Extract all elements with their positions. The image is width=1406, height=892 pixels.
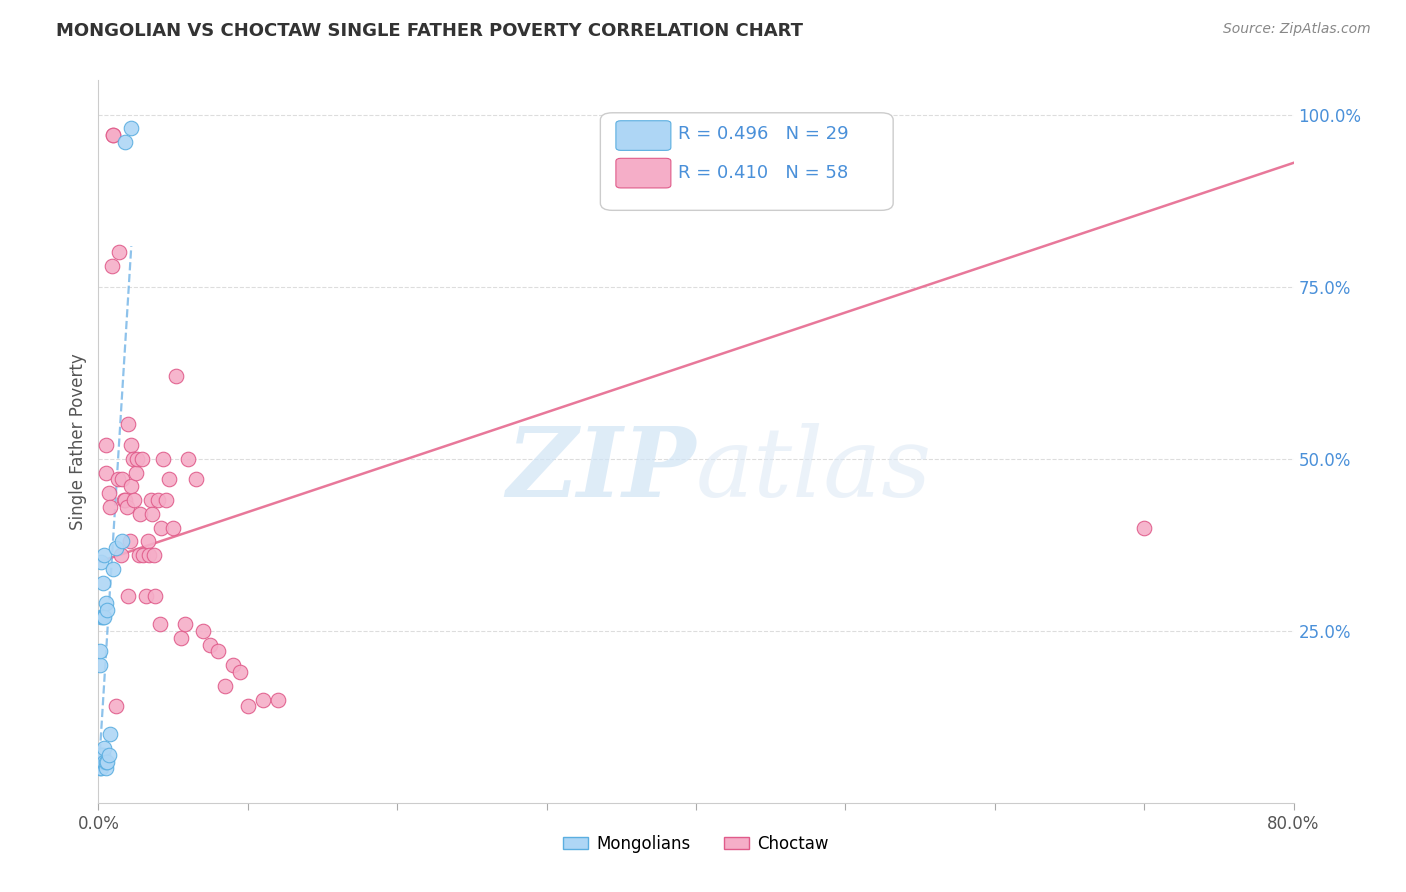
Text: ZIP: ZIP [506,424,696,517]
Point [89,644,111,658]
Point [91,747,114,762]
Point [93,610,115,624]
Point [252,692,274,706]
Point [236,699,259,714]
Point [114,135,136,149]
Point [162,520,184,534]
Point [93,755,115,769]
Point [143,590,166,604]
Point [129,507,152,521]
Point [115,500,138,514]
Point [184,472,207,486]
Point [132,548,155,562]
Point [127,451,149,466]
Point [165,369,187,384]
Point [155,493,177,508]
Point [112,493,135,508]
Point [138,548,160,562]
Point [101,259,124,273]
Point [103,562,125,576]
Point [207,644,229,658]
Text: atlas: atlas [696,424,932,517]
Point [91,575,114,590]
Legend: Mongolians, Choctaw: Mongolians, Choctaw [557,828,835,860]
Point [103,128,125,143]
Point [89,755,111,769]
Point [89,747,111,762]
Point [177,451,200,466]
Point [141,507,163,521]
Point [157,472,180,486]
Point [124,493,146,508]
Text: R = 0.496   N = 29: R = 0.496 N = 29 [678,126,849,144]
Point [135,590,157,604]
Point [94,438,117,452]
Point [125,466,148,480]
Point [111,472,134,486]
Point [131,451,153,466]
Point [97,486,120,500]
Point [150,520,173,534]
Point [96,603,118,617]
Point [120,121,142,136]
Point [214,679,236,693]
Point [90,555,112,569]
Point [96,755,118,769]
Point [90,761,112,775]
Point [139,493,162,508]
Point [114,493,136,508]
Point [152,451,174,466]
Point [111,534,134,549]
Point [93,548,115,562]
Point [94,761,117,775]
Point [229,665,252,679]
Point [128,548,150,562]
Text: Source: ZipAtlas.com: Source: ZipAtlas.com [1223,22,1371,37]
Point [149,616,172,631]
Point [120,479,142,493]
Point [118,534,141,549]
Point [94,596,117,610]
Point [120,438,142,452]
Point [1133,520,1156,534]
Point [98,727,122,741]
Point [117,590,139,604]
Point [222,658,245,673]
Point [117,417,139,432]
Point [142,548,165,562]
Point [107,472,129,486]
Point [94,466,117,480]
FancyBboxPatch shape [600,112,893,211]
FancyBboxPatch shape [616,158,671,188]
Point [90,747,112,762]
Point [110,548,132,562]
Point [169,631,191,645]
Point [98,500,122,514]
Point [93,740,115,755]
Point [267,692,290,706]
Point [103,128,125,143]
Point [105,541,128,556]
Point [89,658,111,673]
Point [121,451,143,466]
Y-axis label: Single Father Poverty: Single Father Poverty [69,353,87,530]
Point [191,624,214,638]
Point [90,610,112,624]
Point [89,761,111,775]
Point [174,616,197,631]
Point [91,755,114,769]
Point [97,747,120,762]
Point [148,493,170,508]
Point [136,534,159,549]
Point [91,610,114,624]
Text: MONGOLIAN VS CHOCTAW SINGLE FATHER POVERTY CORRELATION CHART: MONGOLIAN VS CHOCTAW SINGLE FATHER POVER… [56,22,803,40]
FancyBboxPatch shape [616,120,671,151]
Point [94,755,117,769]
Point [108,245,131,260]
Point [200,638,222,652]
Point [105,699,128,714]
Text: R = 0.410   N = 58: R = 0.410 N = 58 [678,164,848,182]
